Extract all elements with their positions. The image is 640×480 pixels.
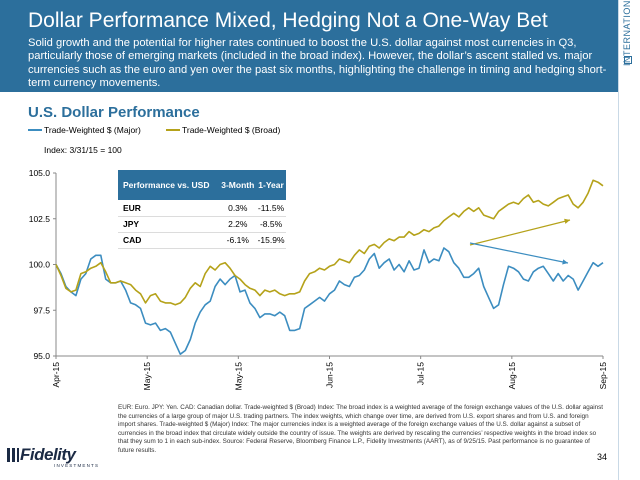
major-trend-arrow-head (562, 259, 568, 265)
header-banner: Dollar Performance Mixed, Hedging Not a … (0, 0, 618, 92)
side-label: INTERNATIONAL (622, 0, 636, 72)
page-number: 34 (597, 452, 608, 462)
table-cell: 0.3% (219, 200, 257, 217)
y-tick-label: 105.0 (29, 168, 51, 178)
side-strip (618, 0, 640, 480)
x-tick-label: Aug-15 (507, 362, 517, 390)
index-note: Index: 3/31/15 = 100 (44, 145, 122, 155)
y-tick-label: 97.5 (33, 305, 50, 315)
y-tick-label: 95.0 (33, 351, 50, 361)
logo-mark-icon (7, 448, 19, 462)
table-cell: EUR (118, 200, 220, 217)
x-tick-label: Apr-15 (51, 362, 61, 388)
y-tick-label: 100.0 (29, 260, 51, 270)
logo-wordmark: Fidelity (20, 445, 76, 464)
legend-label-broad: Trade-Weighted $ (Broad) (182, 125, 281, 135)
table-cell: CAD (118, 232, 220, 249)
page-subtitle: Solid growth and the potential for highe… (28, 37, 607, 90)
table-row: JPY 2.2% -8.5% (118, 216, 286, 233)
table-header-currency: Performance vs. USD (118, 170, 220, 200)
x-tick-label: May-15 (142, 362, 152, 391)
line-chart: 95.0 97.5 100.0 102.5 105.0 Apr-15 May-15 May-1… (29, 168, 608, 391)
x-tick-label: May-15 (233, 362, 243, 391)
x-tick-label: Jun-15 (325, 362, 335, 388)
table-row: CAD -6.1% -15.9% (118, 232, 286, 249)
broad-trend-arrow-head (564, 218, 570, 224)
table-header-3m: 3-Month (219, 170, 257, 200)
legend-label-major: Trade-Weighted $ (Major) (44, 125, 141, 135)
page-title: Dollar Performance Mixed, Hedging Not a … (28, 9, 548, 32)
table-cell: -6.1% (219, 232, 257, 249)
major-trend-arrow-shaft (469, 242, 569, 264)
table-cell: -15.9% (256, 232, 286, 249)
table-cell: -8.5% (256, 216, 286, 233)
table-cell: JPY (118, 216, 220, 233)
logo-tagline: INVESTMENTS (54, 463, 100, 468)
series-line-major (55, 247, 604, 356)
table-cell: 2.2% (219, 216, 257, 233)
performance-table: Performance vs. USD 3-Month 1-Year EUR 0… (118, 170, 286, 249)
table-row: EUR 0.3% -11.5% (118, 200, 286, 217)
fidelity-logo: Fidelity INVESTMENTS (6, 444, 106, 468)
footnote: EUR: Euro. JPY: Yen. CAD: Canadian dolla… (118, 404, 604, 454)
table-header-row: Performance vs. USD 3-Month 1-Year (118, 170, 286, 200)
table-header-1y: 1-Year (256, 170, 286, 200)
broad-trend-arrow-shaft (469, 219, 571, 246)
side-label-text: INTERNATIONAL (622, 0, 632, 66)
x-tick-label: Sep-15 (598, 362, 608, 390)
side-square-icon (624, 56, 632, 64)
y-tick-label: 102.5 (29, 214, 51, 224)
legend-swatch-major (28, 129, 42, 131)
legend-swatch-broad (166, 129, 180, 131)
series-line-broad (55, 179, 604, 306)
table-cell: -11.5% (256, 200, 286, 217)
chart-title: U.S. Dollar Performance (28, 104, 200, 121)
x-tick-label: Jul-15 (416, 362, 426, 385)
